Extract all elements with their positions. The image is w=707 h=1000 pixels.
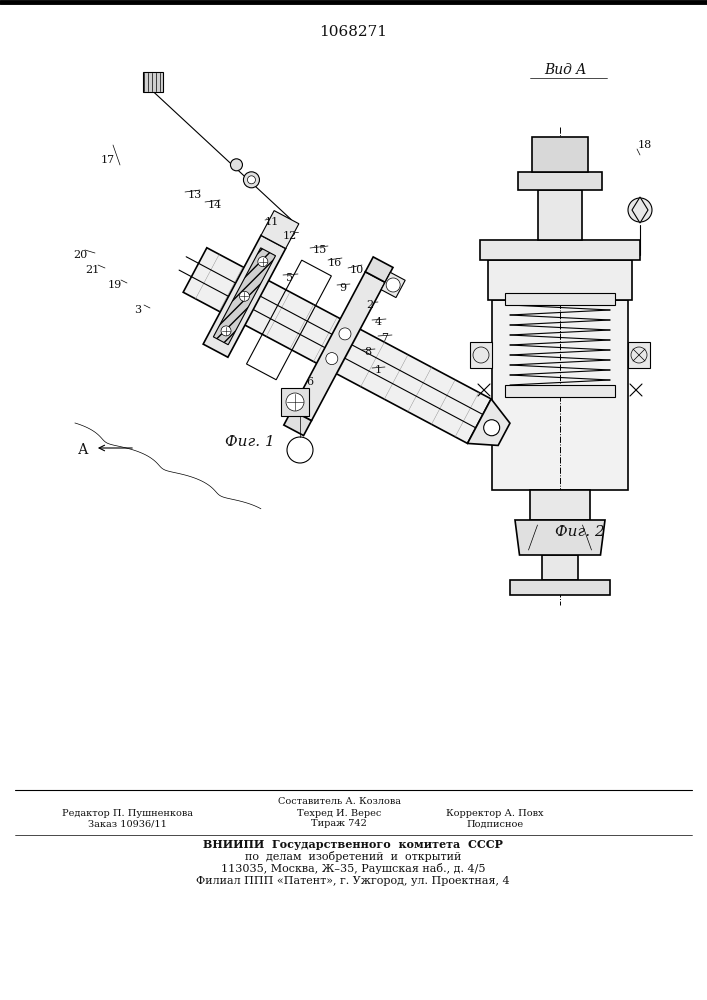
Text: Составитель А. Козлова: Составитель А. Козлова <box>278 798 401 806</box>
Polygon shape <box>381 272 405 298</box>
Polygon shape <box>538 190 582 240</box>
Text: 14: 14 <box>208 200 222 210</box>
Text: 12: 12 <box>283 231 297 241</box>
Text: Тираж 742: Тираж 742 <box>311 820 368 828</box>
Polygon shape <box>488 260 632 300</box>
Text: 13: 13 <box>188 190 202 200</box>
Text: Филиал ППП «Патент», г. Ужгород, ул. Проектная, 4: Филиал ППП «Патент», г. Ужгород, ул. Про… <box>196 876 510 886</box>
Text: 21: 21 <box>85 265 99 275</box>
Text: 17: 17 <box>101 155 115 165</box>
Circle shape <box>386 278 400 292</box>
Text: 16: 16 <box>328 258 342 268</box>
Text: 5: 5 <box>286 273 293 283</box>
Text: Вид A: Вид A <box>544 63 586 77</box>
Text: 2: 2 <box>366 300 373 310</box>
Text: 6: 6 <box>306 377 314 387</box>
Circle shape <box>326 353 338 365</box>
Text: 4: 4 <box>375 317 382 327</box>
Polygon shape <box>292 272 385 421</box>
Polygon shape <box>366 257 393 282</box>
Text: 7: 7 <box>382 333 389 343</box>
Circle shape <box>247 176 255 184</box>
Text: 10: 10 <box>350 265 364 275</box>
Text: Техред И. Верес: Техред И. Верес <box>297 808 382 818</box>
Circle shape <box>221 326 231 336</box>
Circle shape <box>230 159 243 171</box>
Circle shape <box>240 291 250 301</box>
Text: 8: 8 <box>364 347 372 357</box>
Polygon shape <box>261 211 299 248</box>
Polygon shape <box>518 172 602 190</box>
Polygon shape <box>470 342 492 368</box>
Polygon shape <box>505 385 615 397</box>
Circle shape <box>484 420 500 436</box>
Text: 9: 9 <box>339 283 346 293</box>
Circle shape <box>339 328 351 340</box>
Polygon shape <box>203 235 286 357</box>
Polygon shape <box>515 520 605 555</box>
Polygon shape <box>480 240 640 260</box>
Text: Фиг. 2: Фиг. 2 <box>555 525 605 539</box>
Text: 20: 20 <box>73 250 87 260</box>
Text: А: А <box>78 443 88 457</box>
Circle shape <box>286 393 304 411</box>
Text: 1068271: 1068271 <box>319 25 387 39</box>
Text: 19: 19 <box>108 280 122 290</box>
Polygon shape <box>505 293 615 305</box>
Text: 3: 3 <box>134 305 141 315</box>
Polygon shape <box>214 248 276 345</box>
Polygon shape <box>530 490 590 520</box>
Polygon shape <box>628 342 650 368</box>
Text: 18: 18 <box>638 140 652 150</box>
Text: 1: 1 <box>375 365 382 375</box>
Text: Заказ 10936/11: Заказ 10936/11 <box>88 820 167 828</box>
Text: Корректор А. Повх: Корректор А. Повх <box>446 808 544 818</box>
Polygon shape <box>144 72 163 92</box>
Polygon shape <box>542 555 578 580</box>
Polygon shape <box>281 388 309 416</box>
Text: Фиг. 1: Фиг. 1 <box>225 435 275 449</box>
Circle shape <box>243 172 259 188</box>
Text: 11: 11 <box>265 217 279 227</box>
Polygon shape <box>183 248 491 443</box>
Text: ВНИИПИ  Государственного  комитета  СССР: ВНИИПИ Государственного комитета СССР <box>203 840 503 850</box>
Text: 113035, Москва, Ж–35, Раушская наб., д. 4/5: 113035, Москва, Ж–35, Раушская наб., д. … <box>221 863 485 874</box>
Circle shape <box>628 198 652 222</box>
Polygon shape <box>284 410 312 436</box>
Text: Редактор П. Пушненкова: Редактор П. Пушненкова <box>62 808 193 818</box>
Polygon shape <box>492 300 628 490</box>
Polygon shape <box>467 399 510 445</box>
Text: Подписное: Подписное <box>467 820 523 828</box>
Polygon shape <box>532 137 588 172</box>
Polygon shape <box>632 197 648 223</box>
Text: по  делам  изобретений  и  открытий: по делам изобретений и открытий <box>245 852 461 862</box>
Text: 15: 15 <box>313 245 327 255</box>
Polygon shape <box>510 580 610 595</box>
Circle shape <box>258 257 268 267</box>
